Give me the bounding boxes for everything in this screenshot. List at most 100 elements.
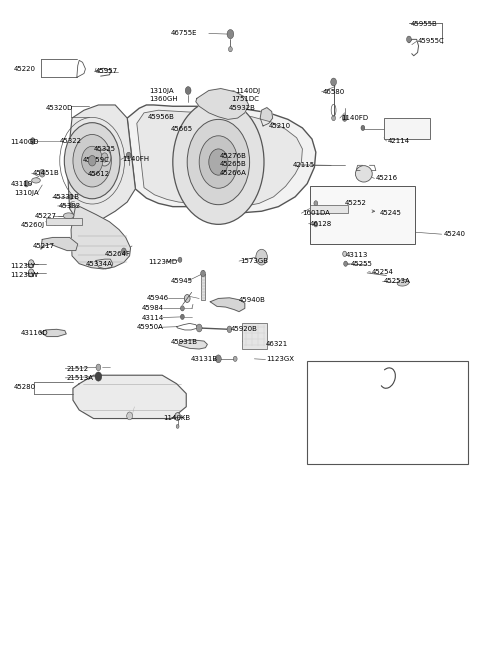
Circle shape xyxy=(327,441,336,453)
Text: 45932B: 45932B xyxy=(228,104,255,111)
Circle shape xyxy=(121,248,126,255)
Text: 45957: 45957 xyxy=(96,68,118,74)
Text: 45245: 45245 xyxy=(379,210,401,216)
Circle shape xyxy=(199,136,238,188)
Text: 43113: 43113 xyxy=(346,251,368,258)
Text: 45945: 45945 xyxy=(170,277,192,284)
Text: 45260J: 45260J xyxy=(21,222,45,228)
Circle shape xyxy=(407,36,411,43)
Circle shape xyxy=(344,261,348,266)
Text: 1573GB: 1573GB xyxy=(240,258,268,264)
Text: 45984: 45984 xyxy=(142,305,164,312)
Text: 43116D: 43116D xyxy=(21,330,49,337)
Text: 1140FY: 1140FY xyxy=(308,431,334,438)
Circle shape xyxy=(314,201,318,206)
Bar xyxy=(310,186,415,244)
Text: 1123GX: 1123GX xyxy=(266,356,294,363)
Text: 1140FH: 1140FH xyxy=(122,156,150,163)
Ellipse shape xyxy=(397,279,409,286)
Text: 45955C: 45955C xyxy=(418,38,444,45)
Text: 45325: 45325 xyxy=(94,146,116,152)
Polygon shape xyxy=(71,205,131,269)
Circle shape xyxy=(64,123,120,199)
Text: 45451B: 45451B xyxy=(33,170,60,176)
Circle shape xyxy=(28,269,34,277)
Bar xyxy=(384,118,430,139)
Text: 1310JA: 1310JA xyxy=(14,190,39,196)
Circle shape xyxy=(88,163,99,179)
Text: 45210: 45210 xyxy=(269,123,291,129)
Text: 1125DA: 1125DA xyxy=(411,431,439,438)
Circle shape xyxy=(209,149,228,175)
Circle shape xyxy=(440,452,443,456)
Polygon shape xyxy=(179,340,207,349)
Circle shape xyxy=(69,194,73,199)
Text: 45931B: 45931B xyxy=(170,338,197,345)
Text: 45320D: 45320D xyxy=(46,104,73,111)
Circle shape xyxy=(209,169,214,175)
Circle shape xyxy=(256,249,267,265)
Circle shape xyxy=(126,152,131,159)
Text: 1751DC: 1751DC xyxy=(231,96,259,102)
Circle shape xyxy=(185,87,191,94)
Text: 1123LY: 1123LY xyxy=(11,262,36,269)
Polygon shape xyxy=(260,108,273,126)
Polygon shape xyxy=(196,89,249,119)
Text: 45331B: 45331B xyxy=(53,194,80,200)
Circle shape xyxy=(127,412,132,420)
Circle shape xyxy=(28,260,34,268)
Text: 45920B: 45920B xyxy=(230,325,257,332)
Circle shape xyxy=(180,306,184,311)
Circle shape xyxy=(39,169,45,177)
Text: 1140KB: 1140KB xyxy=(163,415,191,421)
Circle shape xyxy=(196,324,202,332)
Circle shape xyxy=(227,326,232,333)
Text: 45255: 45255 xyxy=(350,260,372,267)
Text: 45280: 45280 xyxy=(13,384,36,390)
Circle shape xyxy=(233,356,237,361)
Circle shape xyxy=(439,441,444,447)
Bar xyxy=(201,274,205,300)
Circle shape xyxy=(98,149,111,166)
Circle shape xyxy=(332,115,336,121)
Polygon shape xyxy=(41,237,78,251)
Circle shape xyxy=(314,222,318,227)
Circle shape xyxy=(95,372,102,381)
Text: 21513A: 21513A xyxy=(66,375,93,381)
Text: 1799VA: 1799VA xyxy=(360,377,387,383)
Circle shape xyxy=(209,152,213,157)
Text: 43119: 43119 xyxy=(11,180,33,187)
Bar xyxy=(310,205,348,213)
Circle shape xyxy=(88,155,96,166)
Text: 45276B: 45276B xyxy=(220,153,247,159)
Circle shape xyxy=(176,424,179,428)
Polygon shape xyxy=(67,105,135,223)
Polygon shape xyxy=(73,375,186,419)
Text: 45262B: 45262B xyxy=(412,377,439,383)
Text: 42115: 42115 xyxy=(292,161,314,168)
Circle shape xyxy=(361,125,365,131)
Text: 1140DJ: 1140DJ xyxy=(235,87,260,94)
Circle shape xyxy=(227,30,234,39)
Text: 45332: 45332 xyxy=(59,203,81,209)
Text: 45240: 45240 xyxy=(444,231,466,237)
Text: 45220: 45220 xyxy=(13,66,36,72)
Text: 1601DA: 1601DA xyxy=(302,210,330,216)
Text: 1140FD: 1140FD xyxy=(341,115,368,121)
Circle shape xyxy=(216,355,221,363)
Text: 45955B: 45955B xyxy=(410,21,437,28)
Text: 46580: 46580 xyxy=(323,89,345,95)
Text: 1310JA: 1310JA xyxy=(149,87,173,94)
Text: 46128: 46128 xyxy=(310,220,332,227)
Text: 45217: 45217 xyxy=(33,243,55,249)
Text: 43114: 43114 xyxy=(142,314,164,321)
Text: 45254: 45254 xyxy=(372,269,394,276)
Text: 21512: 21512 xyxy=(66,365,88,372)
Circle shape xyxy=(173,100,264,224)
Text: 43131B: 43131B xyxy=(191,356,218,363)
Circle shape xyxy=(329,371,339,384)
Polygon shape xyxy=(127,105,316,213)
Text: 1123MD: 1123MD xyxy=(148,258,177,265)
Circle shape xyxy=(178,257,182,262)
Text: 1360GH: 1360GH xyxy=(149,96,178,102)
